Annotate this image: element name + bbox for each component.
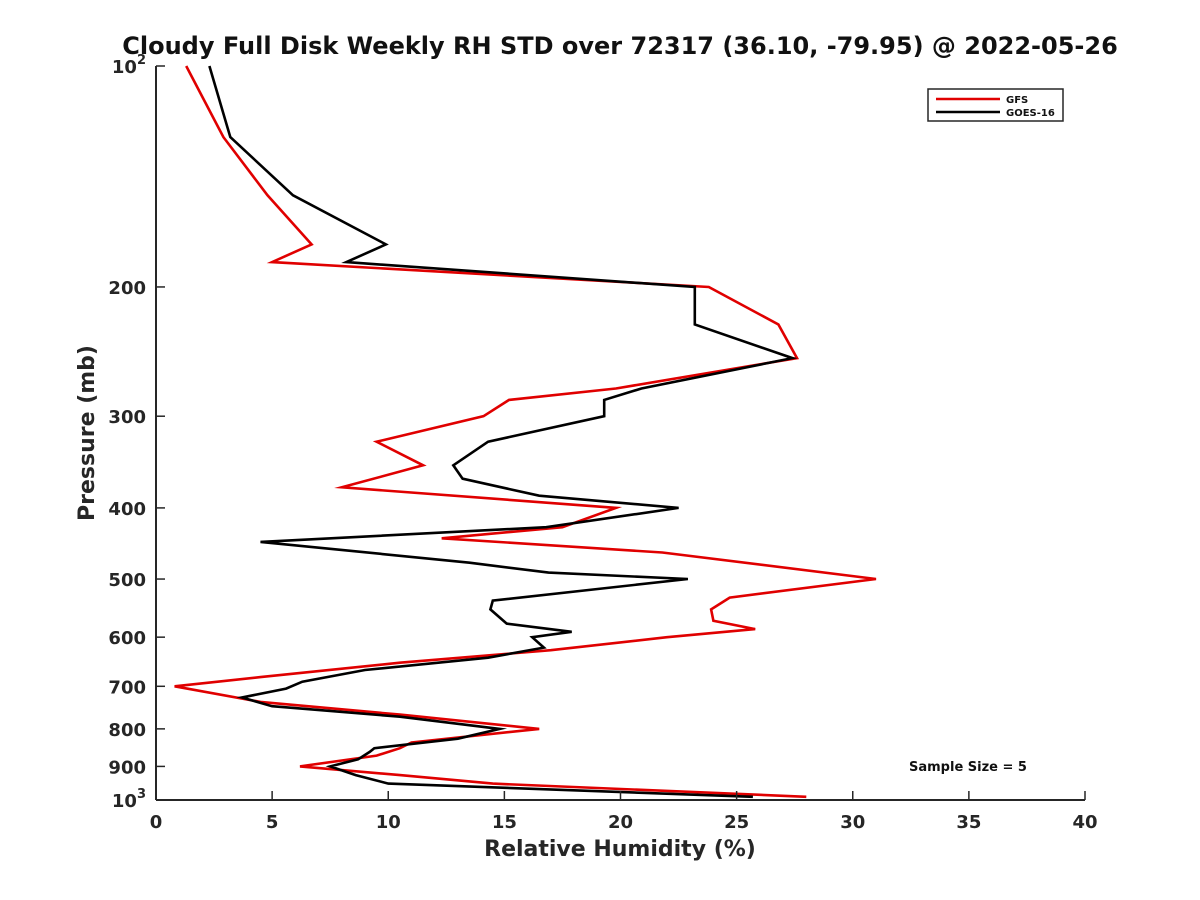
x-tick-label: 30 [840, 812, 865, 833]
legend-label: GFS [1006, 95, 1028, 106]
series-layer [174, 65, 877, 799]
x-tick-label: 25 [724, 812, 749, 833]
y-tick-label: 102 [112, 53, 146, 78]
y-tick-label: 400 [108, 499, 146, 520]
legend-box [927, 88, 1064, 122]
x-tick-label: 0 [150, 812, 163, 833]
y-axis-label: Pressure (mb) [75, 345, 100, 521]
y-tick-label: 300 [108, 407, 146, 428]
x-tick-label: 5 [266, 812, 279, 833]
x-tick-label: 20 [608, 812, 633, 833]
y-tick-label: 800 [108, 720, 146, 741]
y-tick-label: 200 [108, 278, 146, 299]
legend-label: GOES-16 [1006, 108, 1055, 119]
x-ticks: 0 5 10 15 20 25 30 35 40 [150, 791, 1098, 833]
y-ticks: 102 200 300 400 500 600 700 800 900 103 [108, 53, 165, 812]
x-axis-label: Relative Humidity (%) [484, 837, 756, 862]
y-tick-label: 500 [108, 570, 146, 591]
plot-area [156, 66, 1085, 800]
series-line-goes-16 [208, 65, 798, 799]
legend: GFS GOES-16 [927, 88, 1064, 122]
chart-title: Cloudy Full Disk Weekly RH STD over 7231… [122, 32, 1118, 60]
y-tick-label: 700 [108, 677, 146, 698]
series-line-gfs [174, 65, 877, 799]
x-tick-label: 15 [492, 812, 517, 833]
y-tick-label: 900 [108, 757, 146, 778]
y-tick-label: 600 [108, 628, 146, 649]
sample-size-annotation: Sample Size = 5 [909, 760, 1027, 775]
x-tick-label: 10 [376, 812, 401, 833]
x-tick-label: 40 [1072, 812, 1097, 833]
x-tick-label: 35 [956, 812, 981, 833]
y-tick-label: 103 [112, 787, 146, 812]
